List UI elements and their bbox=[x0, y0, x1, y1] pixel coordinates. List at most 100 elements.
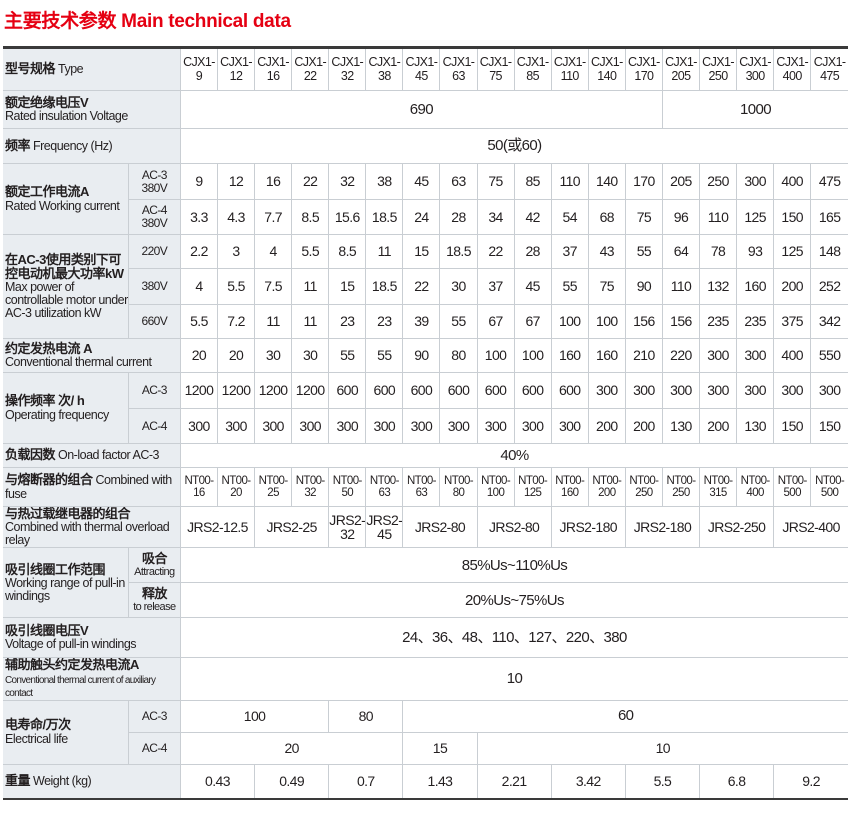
model-header-cell: CJX1-300 bbox=[736, 47, 774, 91]
data-cell: 110 bbox=[661, 268, 700, 305]
model-header: CJX1-45 bbox=[405, 55, 438, 83]
label-en: Electrical life bbox=[5, 731, 68, 746]
table-row: AC-4 300 300 300 300 300 300 300 300 300 300 300 200… bbox=[3, 408, 848, 444]
data-cell: NT00-500 bbox=[815, 474, 845, 499]
label-en: Operating frequency bbox=[5, 407, 109, 422]
row-label: 重量 Weight (kg) bbox=[3, 763, 181, 799]
data-cell: NT00-160 bbox=[555, 474, 585, 499]
data-cell: 0.7 bbox=[328, 763, 403, 799]
data-cell: 55 bbox=[328, 338, 366, 373]
data-cell: 20%Us~75%Us bbox=[179, 582, 848, 618]
data-cell: 80 bbox=[328, 699, 403, 732]
row-label: 电寿命/万次 Electrical life bbox=[3, 699, 129, 764]
data-cell: NT00-125 bbox=[518, 474, 548, 499]
data-cell: 22 bbox=[402, 268, 440, 305]
data-cell: 30 bbox=[291, 338, 329, 373]
data-cell: 150 bbox=[773, 199, 811, 235]
model-header: CJX1-63 bbox=[442, 55, 475, 83]
fuse-cell: NT00-250 bbox=[661, 467, 700, 507]
data-cell: 150 bbox=[810, 408, 848, 444]
data-cell: 125 bbox=[773, 234, 811, 269]
data-cell: 2.21 bbox=[476, 763, 552, 799]
data-cell: 130 bbox=[661, 408, 700, 444]
label-en: Combined with thermal overload relay bbox=[5, 520, 170, 548]
model-header: CJX1-400 bbox=[776, 55, 809, 83]
data-cell: 24 bbox=[402, 199, 440, 235]
label-cn: 与热过载继电器的组合 bbox=[5, 506, 131, 521]
data-cell: NT00-63 bbox=[369, 474, 400, 499]
model-header-cell: CJX1-205 bbox=[661, 47, 700, 91]
data-cell: NT00-20 bbox=[221, 474, 252, 499]
data-cell: NT00-16 bbox=[184, 474, 214, 499]
fuse-cell: NT00-315 bbox=[698, 467, 737, 507]
data-cell: 4 bbox=[254, 234, 292, 269]
data-cell: 148 bbox=[810, 234, 848, 269]
label-en: Conventional thermal current of auxiliar… bbox=[5, 674, 156, 699]
data-cell: 15 bbox=[328, 268, 366, 305]
data-cell: 342 bbox=[810, 304, 848, 339]
data-cell: 23 bbox=[365, 304, 403, 339]
data-cell: 30 bbox=[254, 338, 292, 373]
data-cell: 67 bbox=[513, 304, 552, 339]
row-sublabel: 吸合 Attracting bbox=[127, 547, 181, 583]
data-cell: 2.2 bbox=[179, 234, 218, 269]
model-header: CJX1-12 bbox=[220, 55, 252, 83]
model-header: CJX1-140 bbox=[590, 55, 623, 83]
model-header-cell: CJX1-475 bbox=[810, 47, 848, 91]
row-sublabel: 释放 to release bbox=[127, 582, 181, 618]
label-cn: 频率 bbox=[5, 137, 31, 153]
data-cell: 250 bbox=[698, 163, 737, 200]
label-cn: 与熔断器的组合 bbox=[5, 472, 93, 488]
table-row: 吸引线圈工作范围 Working range of pull-in winding… bbox=[3, 547, 848, 618]
data-cell: 8.5 bbox=[328, 234, 366, 269]
row-label: 负载因数 On-load factor AC-3 bbox=[3, 443, 181, 468]
table-row: 380V 4 5.5 7.5 11 15 18.5 22 30 37 45 55 75 90 110 132 1… bbox=[3, 268, 848, 305]
data-cell: 600 bbox=[439, 372, 478, 409]
data-cell: 156 bbox=[624, 304, 663, 339]
data-cell: JRS2-180 bbox=[624, 505, 700, 548]
data-cell: 300 bbox=[513, 408, 552, 444]
data-cell: 54 bbox=[550, 199, 589, 235]
data-cell: 130 bbox=[736, 408, 774, 444]
data-cell: 5.5 bbox=[216, 268, 255, 305]
fuse-cell: NT00-20 bbox=[216, 467, 255, 507]
data-cell: 1200 bbox=[216, 372, 255, 409]
data-cell: 9 bbox=[179, 163, 218, 200]
table-row: 660V 5.5 7.2 11 11 23 23 39 55 67 67 100 100 156 156 23… bbox=[3, 304, 848, 339]
data-cell: NT00-250 bbox=[629, 474, 659, 499]
data-cell: 132 bbox=[698, 268, 737, 305]
data-cell: 300 bbox=[736, 163, 774, 200]
fuse-cell: NT00-25 bbox=[254, 467, 292, 507]
data-cell: 210 bbox=[624, 338, 663, 373]
data-cell: 1.43 bbox=[402, 763, 478, 799]
data-cell: 20 bbox=[179, 338, 218, 373]
data-cell: 18.5 bbox=[439, 234, 478, 269]
data-cell: 160 bbox=[550, 338, 589, 373]
data-cell: 300 bbox=[216, 408, 255, 444]
table-row: 释放 to release 20%Us~75%Us bbox=[3, 582, 848, 618]
data-cell: 11 bbox=[291, 304, 329, 339]
data-cell: 15 bbox=[402, 234, 440, 269]
row-label: 额定工作电流A Rated Working current bbox=[3, 163, 129, 235]
data-cell: 550 bbox=[810, 338, 848, 373]
data-cell: 90 bbox=[402, 338, 440, 373]
data-cell: 475 bbox=[810, 163, 848, 200]
data-cell: JRS2-80 bbox=[402, 505, 478, 548]
data-cell: 11 bbox=[365, 234, 403, 269]
data-cell: 11 bbox=[254, 304, 292, 339]
table-row: 与熔断器的组合 Combined with fuse NT00-16 NT00-20… bbox=[3, 467, 848, 507]
label-cn: 约定发热电流 A bbox=[5, 340, 93, 356]
model-header: CJX1-16 bbox=[257, 55, 289, 83]
data-cell: 6.8 bbox=[698, 763, 774, 799]
data-cell: 42 bbox=[513, 199, 552, 235]
data-cell: 160 bbox=[587, 338, 626, 373]
model-header-cell: CJX1-63 bbox=[439, 47, 478, 91]
data-cell: 93 bbox=[736, 234, 774, 269]
data-cell: 235 bbox=[736, 304, 774, 339]
model-header-cell: CJX1-140 bbox=[587, 47, 626, 91]
data-cell: 7.2 bbox=[216, 304, 255, 339]
data-cell: 68 bbox=[587, 199, 626, 235]
data-cell: 37 bbox=[476, 268, 515, 305]
label-cn: 辅助触头约定发热电流A bbox=[5, 657, 139, 673]
label-en: Weight (kg) bbox=[33, 774, 92, 789]
